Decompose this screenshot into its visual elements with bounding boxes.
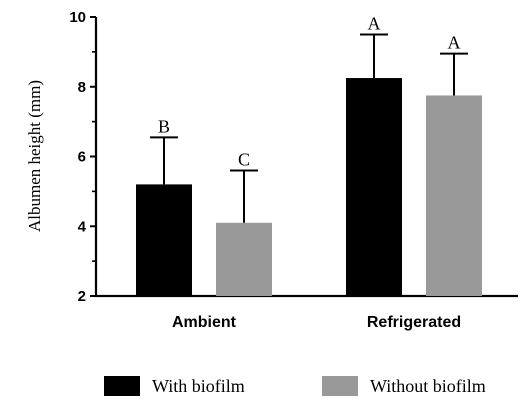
bar-without-biofilm <box>426 95 482 296</box>
y-tick-label: 2 <box>78 288 86 305</box>
y-tick-label: 8 <box>78 79 86 96</box>
legend-label: Without biofilm <box>370 376 486 396</box>
bar-with-biofilm <box>346 78 402 296</box>
legend: With biofilm Without biofilm <box>104 376 486 396</box>
legend-swatch <box>104 376 140 396</box>
plot-area: 2 4 6 8 10 B C Ambient A A Refrigerated <box>69 9 518 331</box>
x-category-label: Refrigerated <box>367 314 461 331</box>
significance-letter: A <box>448 33 461 53</box>
significance-letter: C <box>238 149 250 169</box>
legend-swatch <box>322 376 358 396</box>
significance-letter: A <box>368 13 381 33</box>
bar-with-biofilm <box>136 184 192 296</box>
significance-letter: B <box>158 116 170 136</box>
x-category-label: Ambient <box>172 314 237 331</box>
bar-without-biofilm <box>216 222 272 296</box>
y-tick-label: 4 <box>78 218 87 235</box>
y-tick-label: 6 <box>78 149 86 166</box>
legend-label: With biofilm <box>152 376 245 396</box>
y-axis-title: Albumen height (mm) <box>25 80 44 232</box>
y-tick-label: 10 <box>69 9 86 26</box>
